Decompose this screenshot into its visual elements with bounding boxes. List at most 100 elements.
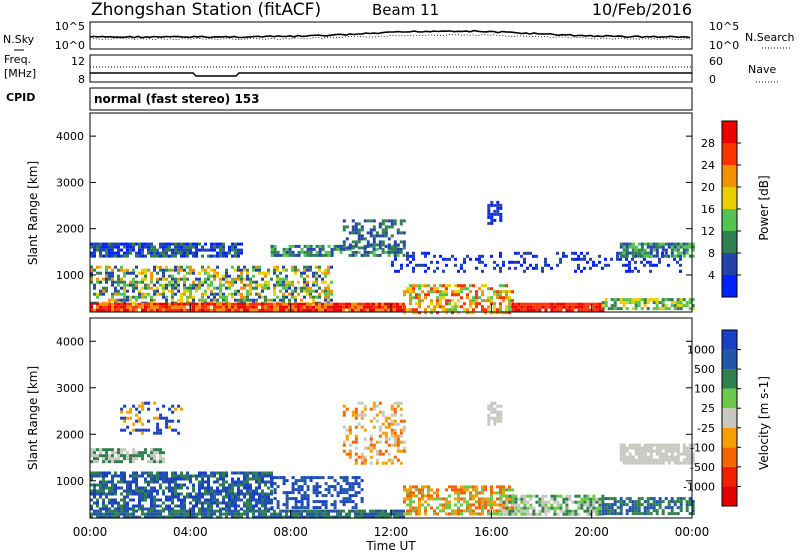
heatmap-cell bbox=[324, 494, 328, 498]
heatmap-cell bbox=[357, 308, 360, 312]
heatmap-cell bbox=[511, 494, 515, 498]
heatmap-cell bbox=[354, 425, 358, 429]
heatmap-cell bbox=[150, 477, 153, 481]
heatmap-cell bbox=[312, 506, 316, 510]
heatmap-cell bbox=[348, 488, 352, 492]
heatmap-cell bbox=[237, 298, 240, 302]
heatmap-cell bbox=[240, 498, 243, 502]
heatmap-cell bbox=[204, 498, 207, 502]
heatmap-cell bbox=[90, 471, 93, 475]
heatmap-cell bbox=[670, 245, 674, 249]
heatmap-cell bbox=[321, 280, 324, 284]
heatmap-cell bbox=[454, 509, 457, 513]
heatmap-cell bbox=[592, 308, 596, 312]
heatmap-cell bbox=[451, 512, 454, 516]
heatmap-cell bbox=[288, 283, 291, 287]
heatmap-cell bbox=[285, 479, 289, 483]
heatmap-cell bbox=[583, 305, 587, 309]
heatmap-cell bbox=[529, 308, 533, 312]
heatmap-cell bbox=[553, 509, 557, 513]
heatmap-cell bbox=[372, 247, 376, 251]
heatmap-cell bbox=[574, 257, 577, 261]
heatmap-cell bbox=[171, 509, 174, 513]
heatmap-cell bbox=[270, 476, 274, 480]
heatmap-cell bbox=[219, 477, 222, 481]
heatmap-cell bbox=[129, 474, 132, 478]
heatmap-cell bbox=[610, 298, 614, 302]
heatmap-cell bbox=[667, 446, 671, 450]
heatmap-cell bbox=[384, 425, 388, 429]
heatmap-cell bbox=[348, 246, 352, 250]
heatmap-cell bbox=[144, 489, 147, 493]
heatmap-cell bbox=[490, 302, 493, 306]
heatmap-cell bbox=[415, 485, 418, 489]
heatmap-cell bbox=[306, 500, 310, 504]
heatmap-cell bbox=[141, 498, 144, 502]
heatmap-cell bbox=[511, 497, 515, 501]
heatmap-cell bbox=[324, 271, 327, 275]
heatmap-cell bbox=[129, 245, 132, 249]
heatmap-cell bbox=[174, 428, 178, 432]
heatmap-cell bbox=[183, 474, 186, 478]
heatmap-cell bbox=[685, 506, 689, 510]
heatmap-cell bbox=[649, 260, 652, 264]
heatmap-cell bbox=[655, 248, 659, 252]
heatmap-cell bbox=[424, 251, 427, 255]
heatmap-cell bbox=[231, 495, 234, 499]
heatmap-cell bbox=[261, 477, 264, 481]
heatmap-cell bbox=[150, 498, 153, 502]
heatmap-cell bbox=[409, 497, 412, 501]
heatmap-cell bbox=[291, 283, 294, 287]
heatmap-cell bbox=[445, 512, 448, 516]
heatmap-cell bbox=[339, 509, 342, 513]
heatmap-cell bbox=[315, 476, 319, 480]
heatmap-cell bbox=[252, 495, 255, 499]
heatmap-cell bbox=[481, 269, 484, 273]
heatmap-cell bbox=[682, 298, 686, 302]
heatmap-cell bbox=[345, 407, 349, 411]
heatmap-cell bbox=[117, 268, 120, 272]
heatmap-cell bbox=[141, 280, 144, 284]
heatmap-cell bbox=[643, 509, 647, 513]
heatmap-cell bbox=[418, 491, 421, 495]
heatmap-cell bbox=[505, 506, 509, 510]
heatmap-cell bbox=[634, 512, 638, 516]
heatmap-cell bbox=[529, 506, 533, 510]
heatmap-cell bbox=[685, 245, 689, 249]
heatmap-cell bbox=[634, 298, 638, 302]
heatmap-cell bbox=[123, 302, 126, 306]
heatmap-cell bbox=[333, 515, 336, 519]
heatmap-cell bbox=[514, 308, 518, 312]
heatmap-cell bbox=[487, 308, 490, 312]
heatmap-cell bbox=[231, 515, 234, 519]
heatmap-cell bbox=[652, 506, 656, 510]
heatmap-cell bbox=[294, 488, 298, 492]
heatmap-cell bbox=[601, 494, 605, 498]
heatmap-cell bbox=[387, 219, 391, 223]
heatmap-cell bbox=[544, 305, 548, 309]
heatmap-cell bbox=[342, 488, 346, 492]
heatmap-cell bbox=[129, 512, 132, 516]
heatmap-cell bbox=[162, 302, 165, 306]
heatmap-cell bbox=[493, 422, 497, 426]
heatmap-cell bbox=[445, 500, 448, 504]
heatmap-cell bbox=[625, 263, 628, 267]
heatmap-cell bbox=[195, 498, 198, 502]
colorbar-segment bbox=[722, 121, 737, 143]
heatmap-cell bbox=[192, 295, 195, 299]
heatmap-cell bbox=[219, 248, 222, 252]
heatmap-cell bbox=[676, 260, 679, 264]
heatmap-cell bbox=[393, 422, 397, 426]
heatmap-cell bbox=[451, 305, 454, 309]
heatmap-cell bbox=[490, 215, 494, 219]
heatmap-cell bbox=[327, 250, 331, 254]
heatmap-cell bbox=[192, 489, 195, 493]
heatmap-cell bbox=[207, 295, 210, 299]
heatmap-cell bbox=[183, 509, 186, 513]
heatmap-cell bbox=[180, 501, 183, 505]
heatmap-cell bbox=[195, 495, 198, 499]
heatmap-cell bbox=[189, 265, 192, 269]
heatmap-cell bbox=[628, 509, 632, 513]
heatmap-cell bbox=[327, 485, 331, 489]
heatmap-cell bbox=[502, 512, 506, 516]
